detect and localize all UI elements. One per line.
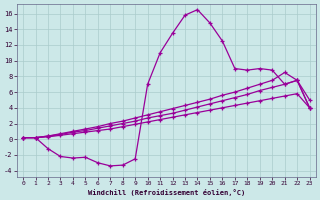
X-axis label: Windchill (Refroidissement éolien,°C): Windchill (Refroidissement éolien,°C) [88, 189, 245, 196]
